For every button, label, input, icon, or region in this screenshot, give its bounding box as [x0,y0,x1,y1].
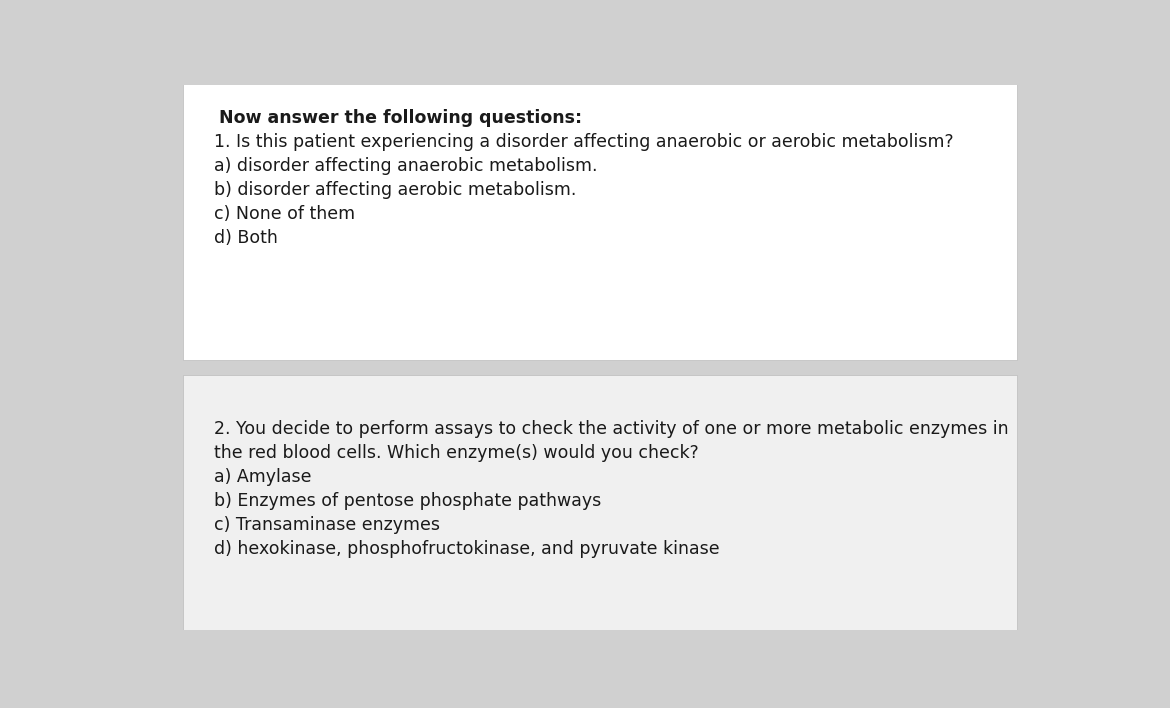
Text: d) Both: d) Both [214,229,278,247]
Text: b) disorder affecting aerobic metabolism.: b) disorder affecting aerobic metabolism… [214,181,577,200]
Text: Now answer the following questions:: Now answer the following questions: [219,110,581,127]
Text: 2. You decide to perform assays to check the activity of one or more metabolic e: 2. You decide to perform assays to check… [214,421,1009,438]
Text: b) Enzymes of pentose phosphate pathways: b) Enzymes of pentose phosphate pathways [214,492,601,510]
Text: a) Amylase: a) Amylase [214,468,311,486]
Text: the red blood cells. Which enzyme(s) would you check?: the red blood cells. Which enzyme(s) wou… [214,444,698,462]
FancyBboxPatch shape [183,63,1017,360]
Text: d) hexokinase, phosphofructokinase, and pyruvate kinase: d) hexokinase, phosphofructokinase, and … [214,540,720,558]
Text: 1. Is this patient experiencing a disorder affecting anaerobic or aerobic metabo: 1. Is this patient experiencing a disord… [214,134,954,152]
Text: a) disorder affecting anaerobic metabolism.: a) disorder affecting anaerobic metaboli… [214,157,598,176]
Text: c) None of them: c) None of them [214,205,356,224]
Text: c) Transaminase enzymes: c) Transaminase enzymes [214,516,440,534]
FancyBboxPatch shape [183,375,1017,652]
